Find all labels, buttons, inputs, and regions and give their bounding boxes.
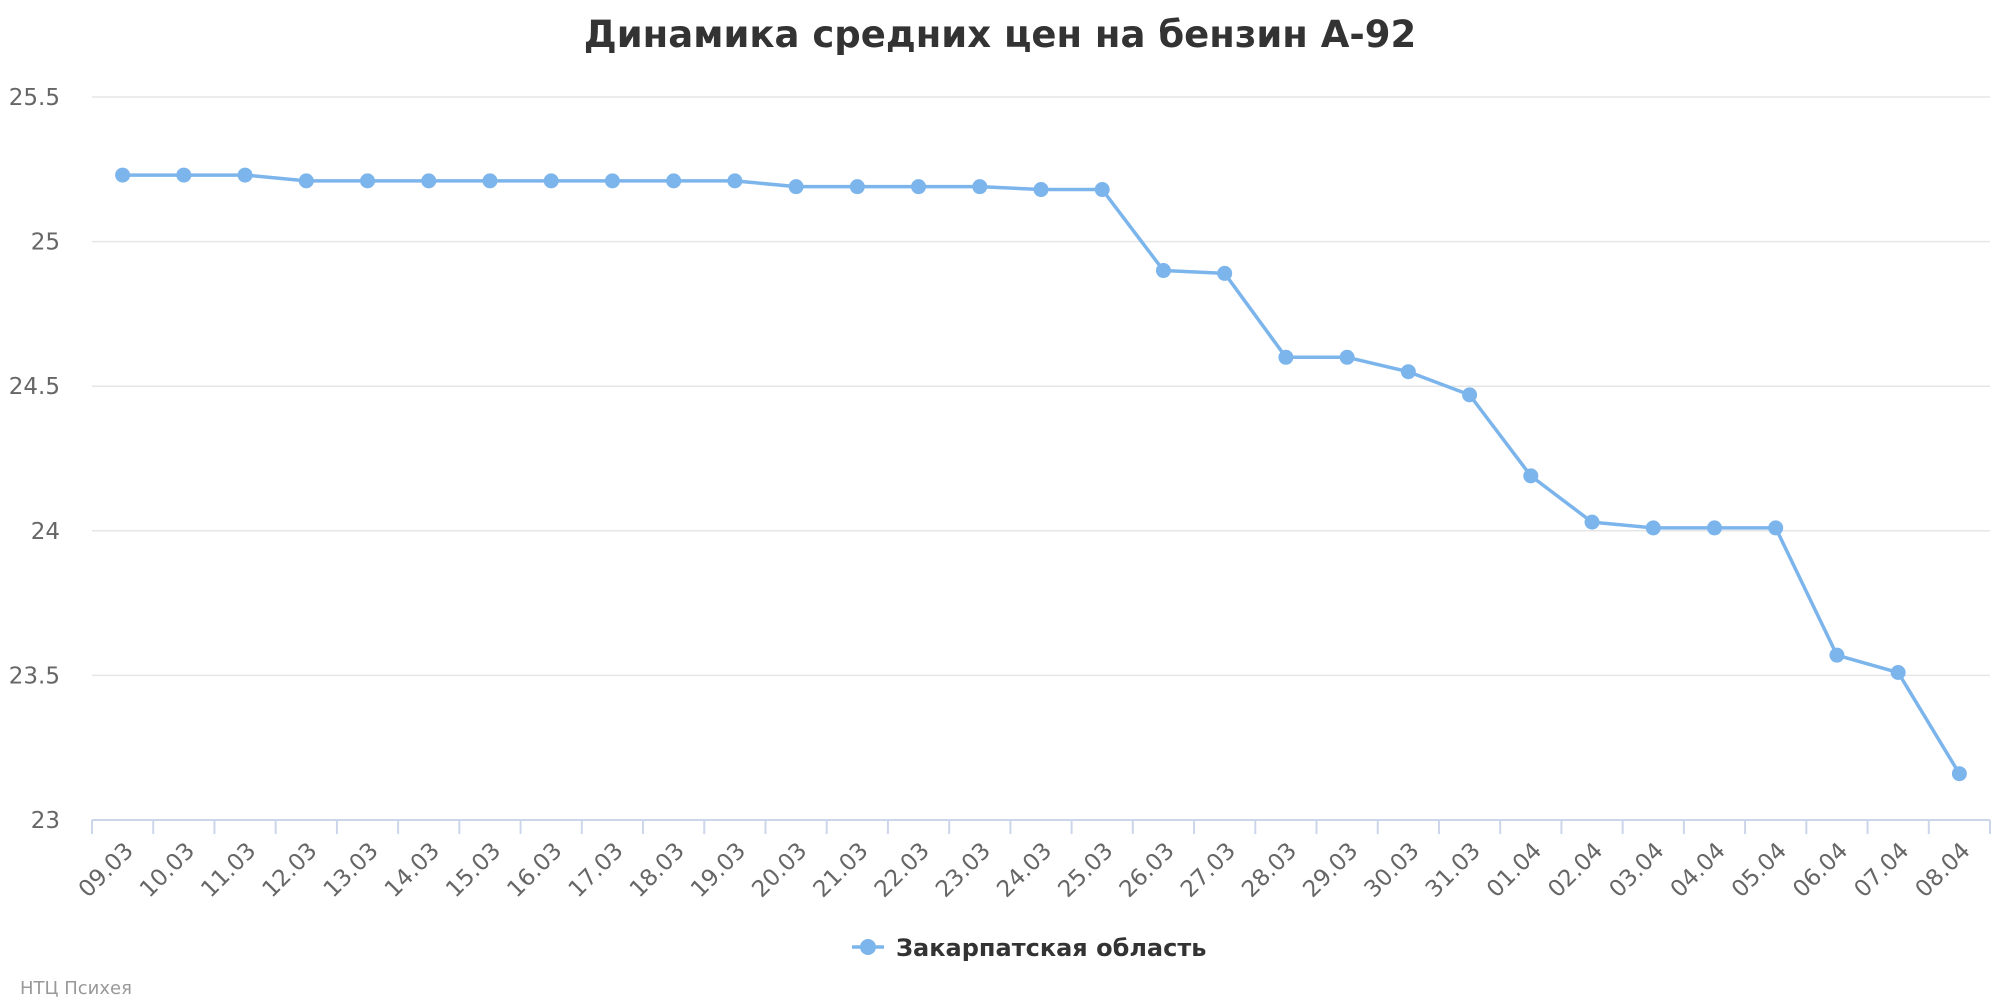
x-tick-label: 06.04	[1788, 838, 1853, 903]
chart-title: Динамика средних цен на бензин А-92	[584, 13, 1416, 56]
data-point[interactable]	[1768, 520, 1784, 536]
data-point[interactable]	[788, 179, 804, 195]
data-point[interactable]	[421, 173, 437, 189]
x-tick-label: 10.03	[135, 838, 200, 903]
data-point[interactable]	[1217, 265, 1233, 281]
data-point[interactable]	[543, 173, 559, 189]
data-point[interactable]	[1033, 182, 1049, 198]
x-tick-label: 22.03	[870, 838, 935, 903]
data-point[interactable]	[727, 173, 743, 189]
data-point[interactable]	[849, 179, 865, 195]
x-tick-label: 12.03	[258, 838, 323, 903]
x-tick-label: 21.03	[809, 838, 874, 903]
x-tick-label: 09.03	[74, 838, 139, 903]
x-tick-label: 26.03	[1115, 838, 1180, 903]
x-tick-label: 02.04	[1543, 838, 1608, 903]
x-tick-label: 30.03	[1360, 838, 1425, 903]
data-point[interactable]	[1094, 182, 1110, 198]
data-point[interactable]	[1278, 349, 1294, 365]
x-tick-label: 15.03	[441, 838, 506, 903]
x-tick-label: 07.04	[1849, 838, 1914, 903]
x-tick-label: 20.03	[747, 838, 812, 903]
y-tick-label: 24.5	[9, 374, 60, 400]
data-point[interactable]	[1523, 468, 1539, 484]
y-tick-label: 24	[31, 519, 60, 545]
x-tick-label: 27.03	[1176, 838, 1241, 903]
legend-marker	[860, 939, 876, 955]
x-tick-label: 18.03	[625, 838, 690, 903]
y-tick-label: 23.5	[9, 663, 60, 689]
x-tick-label: 05.04	[1727, 838, 1792, 903]
x-tick-label: 24.03	[992, 838, 1057, 903]
x-tick-label: 17.03	[564, 838, 629, 903]
data-point[interactable]	[1462, 387, 1478, 403]
x-tick-label: 01.04	[1482, 838, 1547, 903]
x-tick-label: 29.03	[1298, 838, 1363, 903]
x-tick-label: 14.03	[380, 838, 445, 903]
y-tick-label: 23	[31, 808, 60, 834]
data-point[interactable]	[482, 173, 498, 189]
x-tick-label: 13.03	[319, 838, 384, 903]
data-point[interactable]	[1400, 364, 1416, 380]
data-point[interactable]	[666, 173, 682, 189]
data-point[interactable]	[1645, 520, 1661, 536]
x-tick-label: 11.03	[196, 838, 261, 903]
y-axis: 23 23.5 24 24.5 25 25.5	[9, 85, 60, 834]
data-point[interactable]	[237, 167, 253, 183]
x-tick-label: 28.03	[1237, 838, 1302, 903]
series-layer	[115, 167, 1967, 782]
y-tick-label: 25	[31, 230, 60, 256]
legend-item-label[interactable]: Закарпатская область	[896, 934, 1206, 962]
x-tick-label: 25.03	[1054, 838, 1119, 903]
data-point[interactable]	[1951, 766, 1967, 782]
data-point[interactable]	[298, 173, 314, 189]
series-line	[120, 173, 1962, 776]
data-point[interactable]	[911, 179, 927, 195]
data-point[interactable]	[1339, 349, 1355, 365]
data-point[interactable]	[1155, 263, 1171, 279]
y-tick-label: 25.5	[9, 85, 60, 111]
data-point[interactable]	[1706, 520, 1722, 536]
x-axis: 09.0310.0311.0312.0313.0314.0315.0316.03…	[74, 819, 1991, 903]
data-point[interactable]	[115, 167, 131, 183]
x-tick-label: 23.03	[931, 838, 996, 903]
x-tick-label: 31.03	[1421, 838, 1486, 903]
x-tick-label: 08.04	[1911, 838, 1976, 903]
grid-lines	[92, 96, 1990, 677]
x-tick-label: 16.03	[502, 838, 567, 903]
data-point[interactable]	[604, 173, 620, 189]
data-point[interactable]	[1890, 665, 1906, 681]
legend[interactable]: Закарпатская область	[852, 934, 1206, 962]
data-point[interactable]	[1584, 514, 1600, 530]
data-point[interactable]	[972, 179, 988, 195]
credits-text: НТЦ Психея	[20, 978, 132, 999]
data-point[interactable]	[176, 167, 192, 183]
x-tick-label: 04.04	[1666, 838, 1731, 903]
data-point[interactable]	[360, 173, 376, 189]
data-point[interactable]	[1829, 647, 1845, 663]
x-tick-label: 19.03	[686, 838, 751, 903]
x-tick-label: 03.04	[1605, 838, 1670, 903]
